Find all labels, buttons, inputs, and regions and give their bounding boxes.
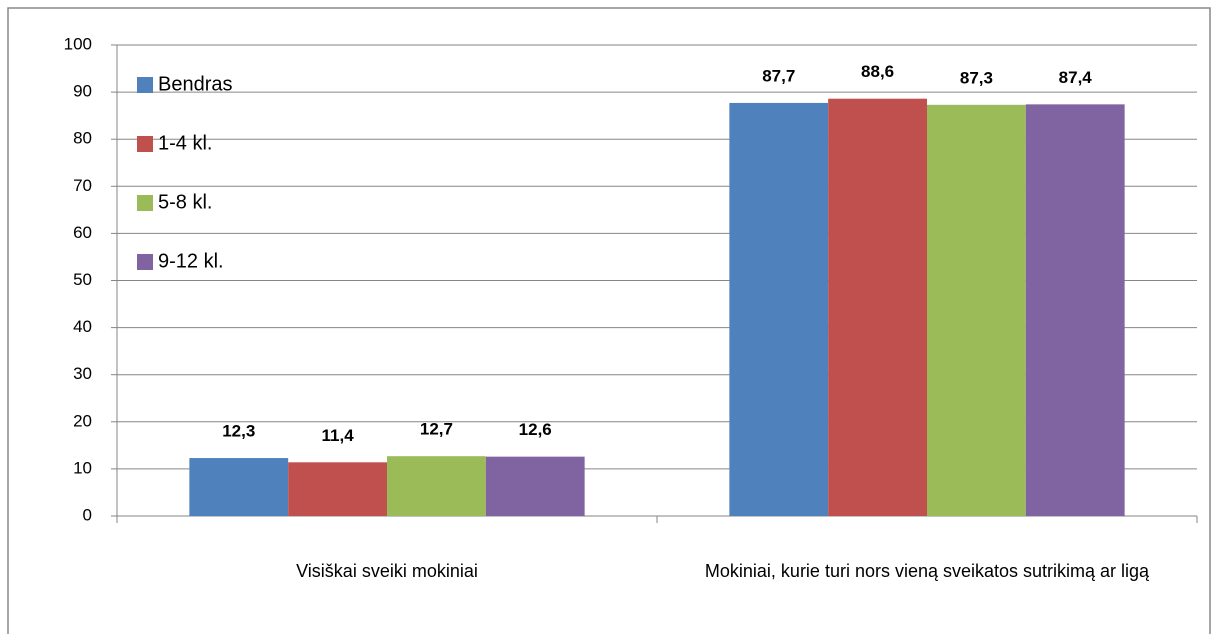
- data-label: 87,7: [762, 66, 795, 85]
- data-label: 87,3: [960, 68, 993, 87]
- legend-label: 1-4 kl.: [158, 132, 212, 154]
- legend-label: 9-12 kl.: [158, 250, 224, 272]
- x-tick-label-box: Mokiniai, kurie turi nors vieną sveikato…: [704, 561, 1150, 581]
- legend-label: 5-8 kl.: [158, 191, 212, 213]
- bar: [927, 104, 1026, 516]
- bar: [288, 462, 387, 516]
- bar: [828, 98, 927, 516]
- data-label: 12,7: [420, 420, 453, 439]
- y-tick-label: 10: [73, 458, 92, 477]
- data-label: 11,4: [322, 426, 355, 445]
- legend-swatch: [137, 254, 153, 270]
- y-tick-label: 30: [73, 364, 92, 383]
- data-label: 87,4: [1059, 68, 1093, 87]
- legend-swatch: [137, 77, 153, 93]
- y-tick-label: 50: [73, 270, 92, 289]
- x-tick-label-box: Visiškai sveiki mokiniai: [296, 561, 478, 581]
- x-tick-label: Mokiniai, kurie turi nors vieną sveikato…: [704, 561, 1150, 581]
- y-tick-label: 70: [73, 176, 92, 195]
- bar: [729, 102, 829, 517]
- y-tick-label: 40: [73, 317, 92, 336]
- bar: [1025, 104, 1125, 516]
- data-label: 12,6: [519, 420, 552, 439]
- y-tick-label: 0: [83, 505, 92, 524]
- data-label: 12,3: [222, 422, 255, 441]
- bar: [189, 458, 289, 516]
- y-tick-label: 90: [73, 82, 92, 101]
- y-tick-label: 60: [73, 223, 92, 242]
- legend-label: Bendras: [158, 73, 233, 95]
- data-label: 88,6: [861, 62, 894, 81]
- y-tick-label: 100: [64, 34, 92, 53]
- legend-swatch: [137, 136, 153, 152]
- y-tick-label: 20: [73, 411, 92, 430]
- bar: [387, 456, 486, 516]
- y-tick-label: 80: [73, 129, 92, 148]
- legend-swatch: [137, 195, 153, 211]
- bar: [485, 456, 585, 516]
- x-tick-label: Visiškai sveiki mokiniai: [296, 561, 478, 581]
